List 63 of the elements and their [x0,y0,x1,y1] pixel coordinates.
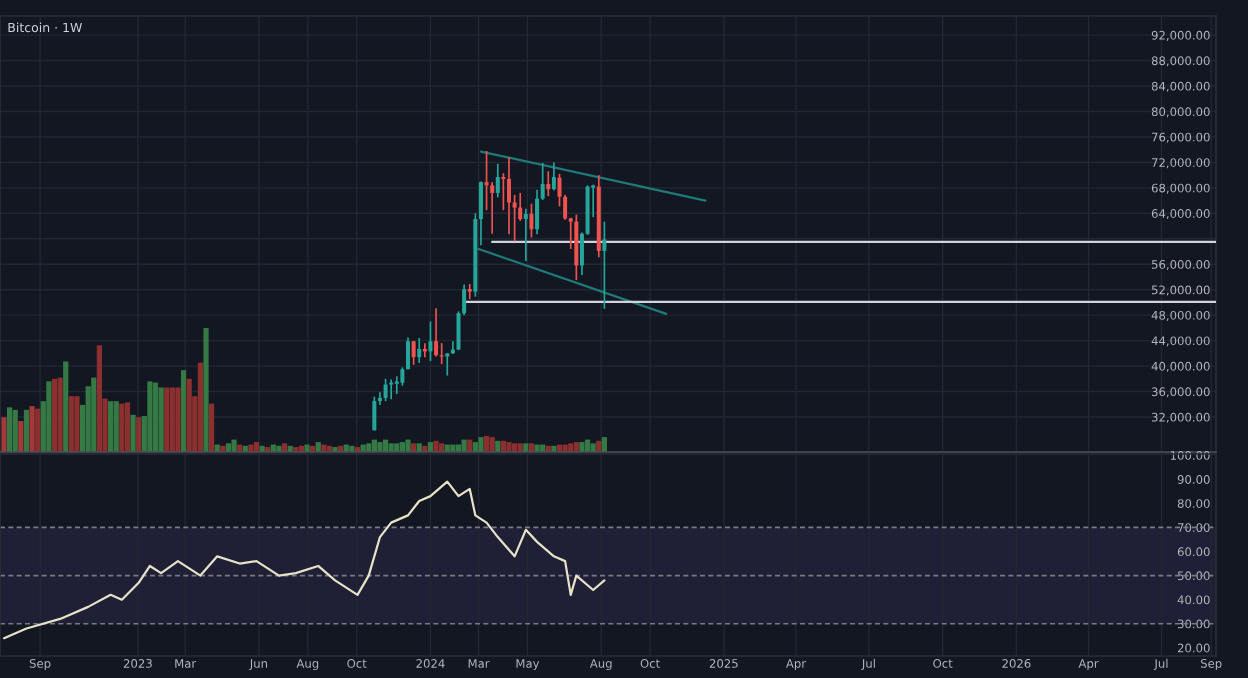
bar [1,417,7,452]
bar [74,396,80,452]
candlestick [434,307,439,358]
bar [46,381,52,452]
bar [18,421,24,452]
bar [85,386,91,452]
candlestick [529,202,534,239]
candlestick [428,320,433,362]
bar [304,444,310,452]
bar [601,437,607,452]
bar [136,417,142,452]
bar [63,361,69,452]
bar [108,401,114,452]
bar [489,437,495,452]
bar [203,328,209,452]
bar [377,442,383,452]
bar [147,381,153,452]
bar [579,442,585,452]
bar [478,437,484,452]
candlestick [546,170,551,197]
candlestick [372,395,377,432]
bar [231,439,237,452]
line-series [2,480,606,640]
candlestick [383,377,388,402]
candlestick [389,378,394,401]
candlestick [495,162,500,199]
bar [175,387,181,452]
bar [433,440,439,452]
bar [534,444,540,452]
candlestick [523,208,528,262]
candlestick [602,220,607,310]
bar [23,409,30,452]
bar [130,414,136,452]
bar [152,382,159,452]
bar [506,442,512,452]
candlestick [507,156,512,236]
candlestick [417,337,422,364]
bar [197,362,203,452]
bar [91,377,97,452]
bar [180,370,187,452]
bar [124,402,131,452]
bar [169,387,175,452]
bar [12,409,18,452]
bar [113,401,119,452]
candlestick [467,283,472,301]
bar [57,377,63,452]
bar [186,378,192,452]
candlestick [551,161,556,192]
bar [29,406,35,452]
bar [51,378,58,452]
bar [276,445,282,452]
bar [248,444,254,452]
bar [68,396,74,452]
candlestick [574,213,579,281]
bar [119,403,125,452]
bar [35,408,41,452]
bar [405,439,411,452]
candlestick [411,340,416,366]
bar [96,345,102,452]
bar [164,387,170,452]
bar [158,387,164,452]
bar [7,407,13,452]
bar [209,403,215,452]
